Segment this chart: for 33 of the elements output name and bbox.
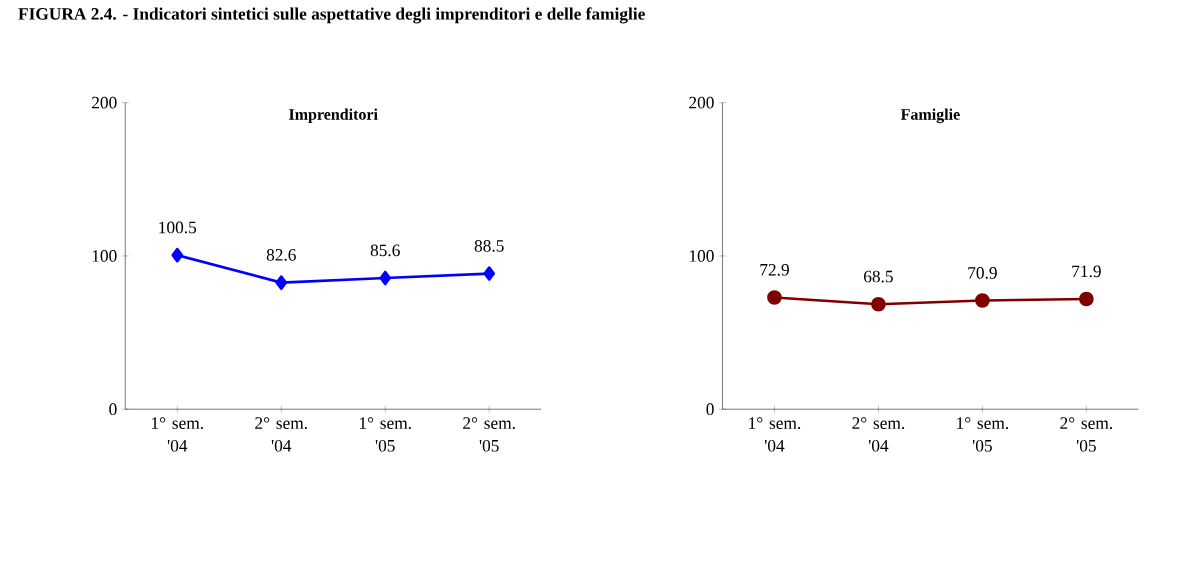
x-tick-label: 2° sem. '05 xyxy=(463,417,515,452)
data-label: 85.6 xyxy=(370,244,400,257)
point xyxy=(1079,291,1094,307)
point xyxy=(975,293,990,309)
data-label: 70.9 xyxy=(968,267,997,280)
x-tick-label: 1° sem. '04 xyxy=(152,417,203,452)
y-tick-label: 0 xyxy=(109,403,117,416)
x-tick-label: 1° sem. '05 xyxy=(359,417,411,452)
point xyxy=(767,290,782,306)
point xyxy=(275,275,288,291)
data-label: 68.5 xyxy=(864,270,893,283)
x-tick-label: 1° sem. '05 xyxy=(957,417,1009,452)
x-tick-label: 2° sem. '05 xyxy=(1060,417,1113,452)
x-tick-label: 2° sem. '04 xyxy=(852,417,905,452)
data-label: 72.9 xyxy=(760,264,789,276)
x-tick-label: 1° sem. '04 xyxy=(749,417,801,452)
data-label: 71.9 xyxy=(1072,265,1101,278)
y-tick-label: 100 xyxy=(92,250,117,263)
data-label: 100.5 xyxy=(159,221,197,234)
chart-title: FIGURA 2.4. - Indicatori sintetici sulle aspettative degli imprenditori e delle famiglie xyxy=(18,7,645,24)
point xyxy=(379,270,392,286)
y-tick-label: 0 xyxy=(706,403,714,416)
point xyxy=(871,297,886,312)
y-tick-label: 200 xyxy=(92,97,117,109)
data-label: 88.5 xyxy=(474,240,504,253)
y-tick-label: 100 xyxy=(689,250,714,263)
y-tick-label: 200 xyxy=(689,97,714,109)
x-tick-label: 2° sem. '04 xyxy=(255,417,307,452)
chart-title: Famiglie xyxy=(900,108,960,124)
point xyxy=(483,266,496,282)
chart-subtitle: Imprenditori xyxy=(289,108,378,124)
data-label: 82.6 xyxy=(266,249,296,262)
point xyxy=(171,248,184,263)
